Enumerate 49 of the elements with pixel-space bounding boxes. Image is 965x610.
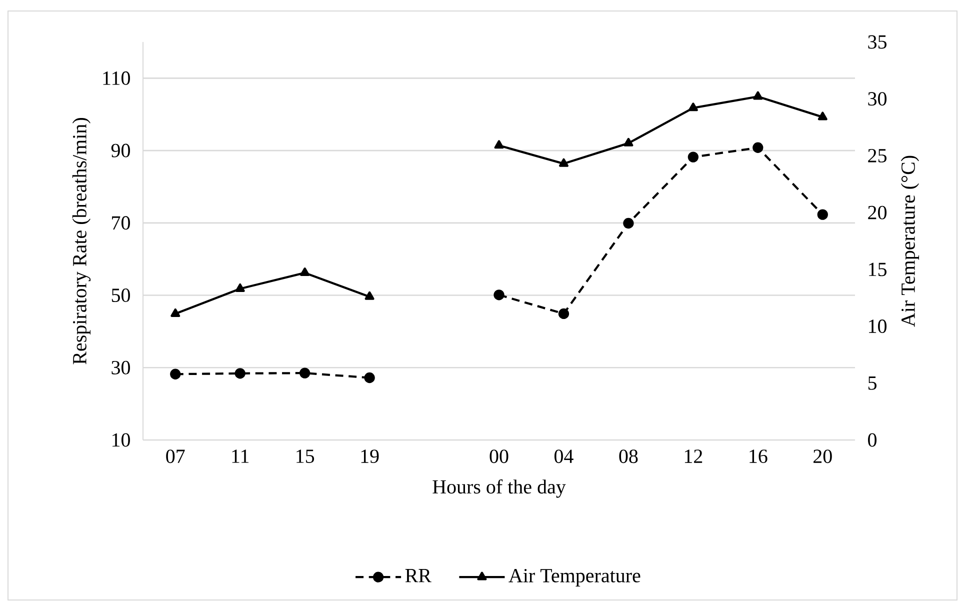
y2-axis-title: Air Temperature (°C): [900, 156, 920, 327]
y2-tick-label: 30: [868, 92, 887, 106]
x-tick-label: 11: [232, 450, 249, 463]
y-tick-label: 90: [111, 144, 130, 158]
y-tick-label: 110: [103, 71, 130, 85]
point: [234, 368, 246, 379]
point: [235, 283, 245, 292]
point: [494, 290, 504, 300]
x-tick-label: 15: [296, 450, 314, 463]
y2-tick-label: 15: [869, 262, 886, 276]
point: [752, 142, 764, 153]
x-axis-title: Hours of the day: [432, 479, 566, 498]
point: [688, 102, 698, 112]
x-tick-label: 00: [490, 450, 508, 464]
y2-tick-label: 20: [868, 206, 887, 220]
x-tick-label: 07: [166, 450, 185, 464]
x-tick-label: 20: [814, 450, 832, 464]
point: [624, 138, 634, 146]
y-tick-label: 50: [112, 288, 130, 302]
y2-tick-label: 5: [868, 376, 876, 390]
y2-tick-label: 0: [868, 433, 877, 447]
point: [300, 267, 310, 276]
point: [364, 372, 375, 384]
x-tick-label: 12: [684, 450, 702, 463]
y-tick-label: 10: [112, 433, 130, 447]
point: [170, 308, 180, 317]
legend-label: RR: [405, 569, 432, 582]
y2-tick-label: 10: [869, 320, 887, 334]
point: [558, 308, 570, 320]
y2-tick-label: 35: [868, 35, 886, 49]
y-tick-label: 70: [112, 216, 130, 230]
x-tick-label: 16: [750, 450, 768, 464]
point: [688, 152, 699, 162]
x-tick-label: 04: [554, 450, 574, 464]
x-tick-label: 08: [619, 450, 638, 464]
y-axis-title: Respiratory Rate (breaths/min): [72, 118, 91, 364]
point: [364, 291, 374, 300]
point: [817, 209, 828, 220]
point: [753, 91, 763, 100]
point: [623, 218, 634, 229]
y2-tick-label: 25: [868, 148, 886, 162]
point: [299, 368, 310, 378]
point: [494, 140, 504, 149]
point: [170, 368, 181, 380]
x-tick-label: 19: [361, 450, 379, 464]
y-tick-label: 30: [112, 360, 130, 374]
point: [558, 158, 568, 167]
legend-label: Air Temperature: [508, 568, 640, 586]
point: [818, 112, 828, 120]
